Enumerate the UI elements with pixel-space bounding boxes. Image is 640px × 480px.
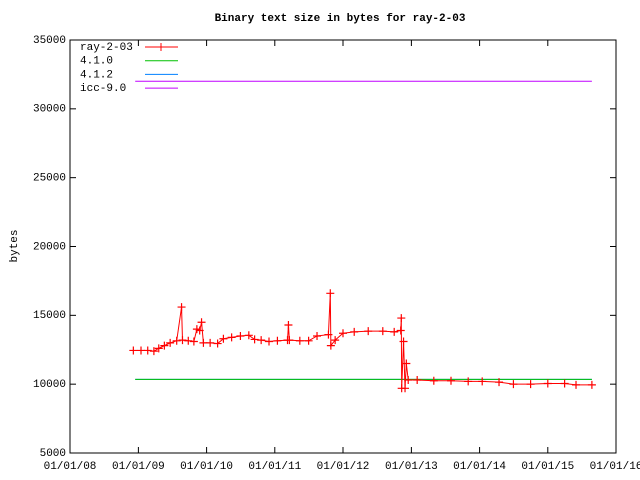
legend-label: ray-2-03	[80, 42, 133, 54]
x-tick-label: 01/01/09	[112, 461, 165, 473]
legend-label: 4.1.0	[80, 56, 113, 68]
point-marker	[572, 380, 581, 389]
point-marker	[543, 379, 552, 388]
point-marker	[396, 326, 405, 335]
plot-frame	[69, 39, 617, 454]
chart-title: Binary text size in bytes for ray-2-03	[215, 13, 466, 25]
point-marker	[244, 331, 253, 340]
x-tick-label: 01/01/15	[521, 461, 574, 473]
legend-label: icc-9.0	[80, 83, 126, 95]
point-marker	[257, 336, 266, 345]
point-marker	[295, 336, 304, 345]
point-marker	[331, 336, 340, 345]
point-marker	[339, 329, 347, 338]
point-marker	[401, 384, 410, 393]
point-marker	[495, 378, 504, 387]
point-marker	[526, 380, 535, 389]
x-tick-label: 01/01/16	[590, 461, 640, 473]
point-marker	[378, 327, 387, 336]
point-marker	[197, 318, 206, 327]
point-marker	[172, 336, 181, 345]
point-marker	[284, 320, 293, 329]
point-marker	[429, 376, 438, 385]
point-marker	[149, 347, 158, 356]
point-marker	[413, 376, 422, 385]
point-marker	[137, 346, 146, 355]
point-marker	[265, 337, 274, 346]
point-marker	[397, 314, 406, 323]
point-marker	[350, 327, 359, 336]
point-marker	[464, 377, 473, 386]
x-tick-label: 01/01/13	[385, 461, 438, 473]
series-line	[133, 293, 592, 389]
y-tick-label: 10000	[33, 379, 66, 391]
point-marker	[478, 377, 487, 386]
point-marker	[189, 337, 198, 346]
point-marker	[326, 289, 335, 298]
point-marker	[195, 326, 204, 335]
point-marker	[402, 359, 411, 368]
point-marker	[587, 380, 596, 389]
point-marker	[404, 376, 413, 385]
point-marker	[154, 344, 163, 353]
point-marker	[509, 380, 518, 389]
point-marker	[166, 338, 175, 347]
point-marker	[219, 334, 228, 343]
point-marker	[213, 339, 222, 348]
legend-label: 4.1.2	[80, 69, 113, 81]
point-marker	[177, 303, 186, 312]
point-marker	[304, 336, 313, 345]
point-marker	[273, 336, 282, 345]
point-marker	[129, 346, 138, 355]
point-marker	[285, 336, 294, 345]
point-marker	[227, 333, 236, 342]
point-marker	[313, 331, 322, 340]
point-marker	[324, 330, 333, 339]
point-marker	[184, 336, 193, 345]
point-marker	[399, 337, 408, 346]
x-tick-label: 01/01/14	[453, 461, 506, 473]
point-marker	[236, 331, 245, 340]
y-tick-label: 15000	[33, 310, 66, 322]
point-marker	[364, 327, 373, 336]
legend-marker	[157, 43, 165, 51]
x-tick-label: 01/01/08	[44, 461, 97, 473]
point-marker	[206, 338, 215, 347]
y-tick-label: 30000	[33, 104, 66, 116]
y-axis-label: bytes	[9, 229, 21, 262]
point-marker	[160, 341, 169, 350]
x-tick-label: 01/01/12	[317, 461, 370, 473]
point-marker	[178, 336, 187, 345]
point-marker	[199, 338, 208, 347]
x-tick-label: 01/01/11	[248, 461, 301, 473]
y-tick-label: 25000	[33, 173, 66, 185]
point-marker	[143, 346, 152, 355]
point-marker	[250, 335, 259, 344]
point-marker	[447, 376, 456, 385]
point-marker	[560, 379, 569, 388]
point-marker	[390, 327, 399, 336]
x-tick-label: 01/01/10	[180, 461, 233, 473]
y-tick-label: 5000	[40, 448, 66, 460]
y-tick-label: 35000	[33, 35, 66, 47]
point-marker	[326, 341, 335, 350]
y-tick-label: 20000	[33, 241, 66, 253]
